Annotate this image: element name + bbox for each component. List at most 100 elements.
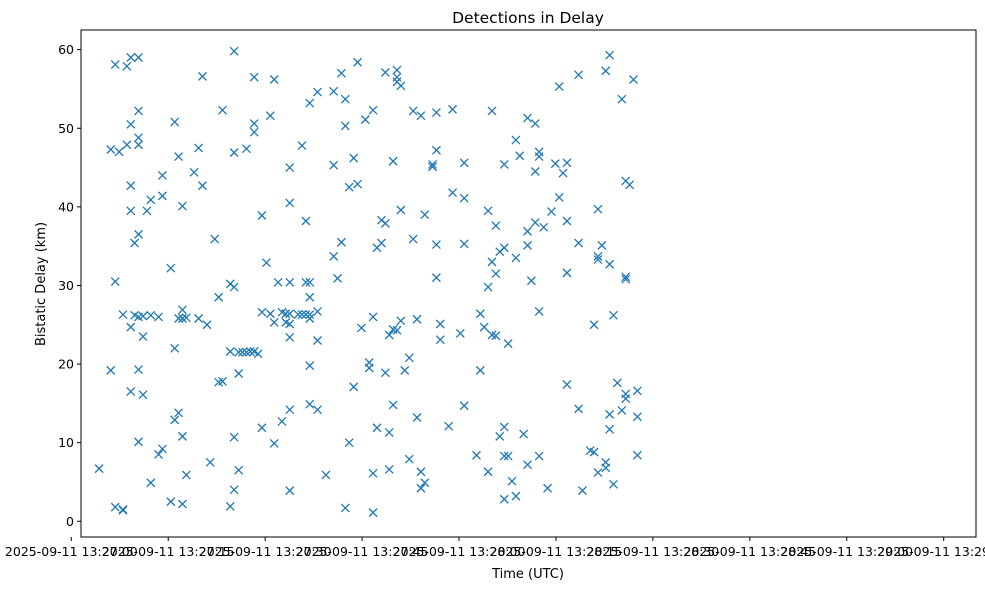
data-point-marker bbox=[593, 255, 603, 264]
data-point-marker bbox=[313, 87, 322, 97]
data-point-marker bbox=[174, 314, 184, 323]
data-point-marker bbox=[126, 387, 136, 397]
data-point-marker bbox=[157, 170, 167, 180]
data-point-marker bbox=[448, 188, 458, 198]
data-point-marker bbox=[632, 386, 642, 396]
data-point-marker bbox=[593, 468, 603, 478]
data-point-marker bbox=[574, 70, 584, 80]
data-point-marker bbox=[459, 239, 469, 249]
data-point-marker bbox=[273, 277, 283, 287]
data-point-marker bbox=[444, 421, 454, 431]
data-point-marker bbox=[593, 204, 603, 214]
data-point-marker bbox=[396, 205, 406, 215]
y-tick-label: 0 bbox=[66, 514, 74, 529]
data-point-marker bbox=[110, 60, 120, 70]
data-point-marker bbox=[269, 439, 279, 448]
data-point-marker bbox=[146, 310, 156, 320]
x-tick-label: 2025-09-11 13:28:00 bbox=[393, 544, 526, 559]
y-tick-label: 20 bbox=[58, 357, 74, 372]
data-point-marker bbox=[281, 309, 291, 319]
data-point-marker bbox=[412, 413, 422, 422]
data-point-marker bbox=[621, 394, 631, 404]
data-point-marker bbox=[605, 424, 615, 434]
data-point-marker bbox=[157, 191, 167, 201]
data-point-marker bbox=[181, 470, 191, 480]
data-point-marker bbox=[229, 282, 239, 292]
x-tick-label: 2025-09-11 13:27:45 bbox=[296, 544, 429, 559]
data-point-marker bbox=[285, 163, 295, 173]
data-point-marker bbox=[269, 75, 279, 84]
data-point-marker bbox=[632, 450, 642, 460]
y-axis: 0 10 20 30 40 50 60 bbox=[58, 42, 81, 529]
data-point-marker bbox=[617, 94, 627, 104]
data-point-marker bbox=[297, 141, 307, 151]
data-point-marker bbox=[305, 399, 315, 409]
data-point-marker bbox=[333, 273, 343, 283]
data-point-marker bbox=[617, 405, 627, 415]
data-point-marker bbox=[305, 310, 315, 320]
data-point-marker bbox=[249, 119, 259, 128]
data-point-marker bbox=[229, 432, 239, 442]
data-point-marker bbox=[329, 86, 339, 96]
data-point-marker bbox=[181, 313, 191, 323]
data-point-marker bbox=[523, 226, 532, 236]
data-point-marker bbox=[523, 113, 532, 123]
data-point-marker bbox=[353, 179, 363, 189]
data-point-marker bbox=[249, 72, 259, 82]
data-point-marker bbox=[106, 145, 116, 154]
data-point-marker bbox=[253, 349, 263, 359]
data-point-marker bbox=[305, 314, 315, 323]
data-point-marker bbox=[420, 210, 430, 220]
data-point-marker bbox=[483, 206, 493, 216]
data-point-marker bbox=[368, 312, 378, 322]
data-point-marker bbox=[126, 53, 136, 62]
data-point-marker bbox=[194, 143, 204, 153]
data-point-marker bbox=[530, 218, 540, 228]
data-point-marker bbox=[170, 117, 180, 127]
data-point-marker bbox=[491, 221, 501, 231]
data-point-marker bbox=[177, 499, 187, 509]
data-point-marker bbox=[110, 277, 120, 286]
data-point-marker bbox=[146, 478, 156, 488]
data-point-marker bbox=[574, 404, 584, 414]
data-point-marker bbox=[479, 322, 489, 332]
data-point-marker bbox=[126, 206, 136, 216]
data-point-marker bbox=[459, 158, 469, 168]
data-point-marker bbox=[146, 195, 156, 205]
x-tick-label: 2025-09-11 13:27:15 bbox=[102, 544, 235, 559]
data-point-marker bbox=[495, 431, 505, 441]
data-point-marker bbox=[265, 309, 275, 319]
data-point-marker bbox=[396, 81, 406, 91]
data-point-marker bbox=[609, 310, 618, 320]
y-tick-label: 10 bbox=[58, 435, 74, 450]
data-point-marker bbox=[218, 376, 227, 386]
data-point-marker bbox=[384, 427, 394, 437]
data-point-marker bbox=[138, 311, 148, 321]
data-point-marker bbox=[257, 423, 267, 433]
data-point-marker bbox=[110, 502, 120, 512]
data-point-marker bbox=[305, 292, 315, 302]
data-point-marker bbox=[285, 486, 295, 496]
data-point-marker bbox=[245, 347, 255, 356]
data-point-marker bbox=[625, 180, 635, 190]
data-point-marker bbox=[249, 127, 259, 137]
data-point-marker bbox=[170, 343, 180, 353]
data-point-marker bbox=[487, 257, 497, 267]
data-point-marker bbox=[305, 277, 315, 287]
data-point-marker bbox=[138, 332, 148, 342]
data-point-marker bbox=[515, 151, 525, 161]
data-point-marker bbox=[511, 491, 521, 501]
data-point-marker bbox=[340, 503, 350, 513]
data-point-marker bbox=[321, 470, 331, 480]
data-point-marker bbox=[420, 478, 430, 488]
data-point-marker bbox=[534, 306, 544, 316]
data-point-marker bbox=[499, 159, 509, 169]
data-point-marker bbox=[301, 216, 311, 226]
data-point-marker bbox=[368, 508, 378, 518]
data-point-marker bbox=[539, 222, 549, 232]
data-point-marker bbox=[483, 467, 493, 477]
data-point-marker bbox=[384, 464, 394, 474]
data-point-marker bbox=[475, 309, 485, 319]
data-point-marker bbox=[558, 168, 568, 178]
